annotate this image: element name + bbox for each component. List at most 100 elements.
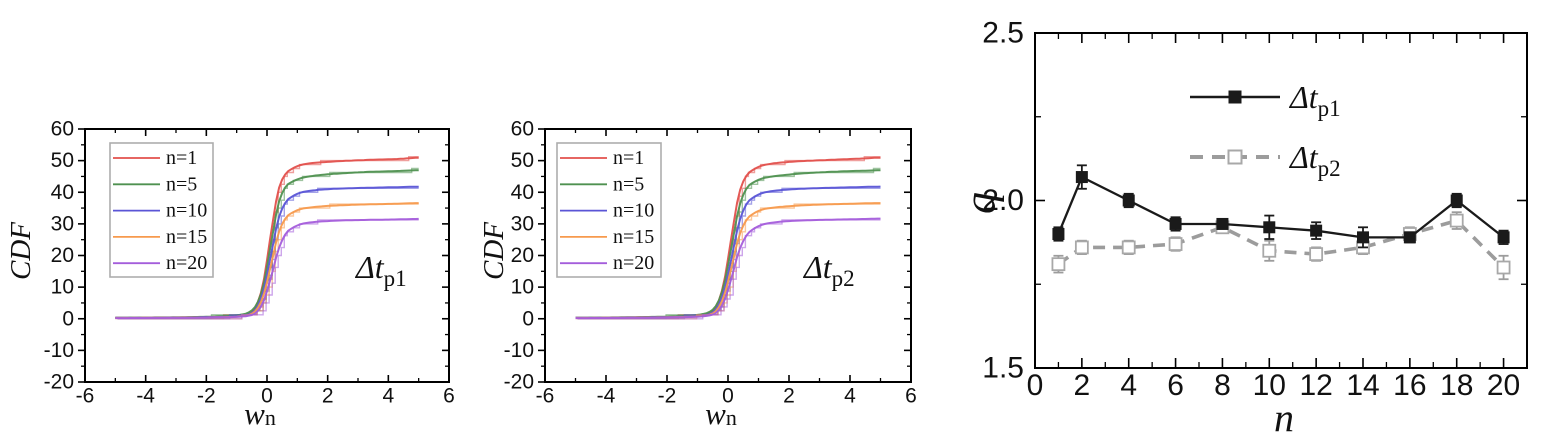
y-tick-label: 0 [522, 307, 534, 330]
x-axis-label: wn [705, 396, 737, 431]
x-tick-label: 0 [722, 384, 734, 407]
x-tick-label: -6 [76, 384, 95, 407]
y-tick-label: -20 [44, 371, 74, 394]
y-tick-label: -20 [504, 371, 534, 394]
axes-frame [544, 128, 912, 383]
y-tick-label: 50 [51, 149, 74, 172]
q-marker-p2 [1449, 213, 1464, 228]
y-tick-label: 10 [51, 276, 74, 299]
legend-marker [1227, 149, 1243, 165]
q-marker-p2 [1074, 240, 1089, 255]
q-marker-p1 [1310, 224, 1323, 237]
x-tick-label: 4 [382, 384, 394, 407]
annotation-dt-p1: Δtp1 [354, 249, 407, 291]
q-series-p2 [1051, 211, 1511, 281]
x-tick-label: 2 [1074, 369, 1091, 402]
q-marker-p1 [1403, 231, 1416, 244]
legend-label: n=1 [613, 147, 644, 169]
x-ticks: -6 -4 -2 0 2 4 6 [536, 129, 917, 407]
y-tick-label: 40 [511, 181, 534, 204]
legend-label: n=20 [166, 252, 207, 274]
legend-label: n=1 [166, 147, 197, 169]
x-tick-label: 0 [1027, 369, 1044, 402]
chart-q-vs-n: 0 2 4 6 8 10 12 14 16 18 20 1.5 2.0 2.5 Δtp1 Δtp2 q n [956, 17, 1528, 440]
x-tick-label: -2 [658, 384, 677, 407]
y-tick-label: 30 [511, 212, 534, 235]
legend-label: n=5 [613, 173, 644, 195]
cdf-series [575, 156, 881, 320]
y-tick-label: 1.5 [982, 352, 1024, 385]
y-tick-label: -10 [44, 339, 74, 362]
x-tick-label: 8 [1214, 369, 1231, 402]
q-series-p1 [1052, 164, 1510, 249]
y-tick-label: 10 [511, 276, 534, 299]
q-marker-p2 [1262, 243, 1277, 258]
q-marker-p1 [1497, 231, 1510, 244]
x-tick-label: 18 [1440, 369, 1473, 402]
legend: n=1 n=5 n=10 n=15 n=20 [556, 142, 662, 278]
y-ticks: -20 -10 0 10 20 30 40 50 60 [504, 118, 911, 394]
legend-label: n=20 [613, 252, 654, 274]
x-tick-label: 12 [1299, 369, 1332, 402]
y-axis-label: CDF [478, 222, 510, 280]
x-tick-label: 4 [1120, 369, 1137, 402]
x-axis-label: wn [244, 396, 276, 431]
q-marker-p1 [1450, 194, 1463, 207]
q-marker-p1 [1357, 231, 1369, 244]
legend-label: Δtp2 [1288, 139, 1341, 181]
q-marker-p2 [1051, 257, 1066, 272]
q-marker-p1 [1122, 194, 1135, 207]
q-marker-p1 [1075, 171, 1088, 184]
x-tick-label: 4 [844, 384, 856, 407]
x-tick-label: -4 [136, 384, 155, 407]
x-tick-label: 14 [1346, 369, 1379, 402]
y-tick-label: 20 [51, 244, 74, 267]
y-ticks: 1.5 2.0 2.5 [982, 17, 1527, 385]
x-tick-label: 2 [322, 384, 334, 407]
legend-label: n=10 [166, 200, 207, 222]
q-marker-p2 [1309, 247, 1324, 262]
y-axis-label: CDF [5, 222, 37, 280]
legend-label: n=10 [613, 200, 654, 222]
x-tick-label: 20 [1487, 369, 1520, 402]
legend-marker [1228, 90, 1242, 104]
y-tick-label: 30 [51, 212, 74, 235]
y-tick-label: 2.5 [982, 17, 1024, 50]
axes-frame [84, 128, 450, 383]
chart-cdf-p1: -6 -4 -2 0 2 4 6-20-100102030405060n=1n=5n=10n… [5, 118, 455, 432]
x-ticks: 0 2 4 6 8 10 12 14 16 18 20 [1027, 33, 1528, 402]
y-ticks: -20 -10 0 10 20 30 40 50 60 [44, 118, 449, 394]
x-tick-label: 6 [443, 384, 455, 407]
q-marker-p1 [1263, 221, 1276, 234]
q-marker-p1 [1052, 228, 1065, 240]
cdf-series [115, 156, 419, 320]
y-tick-label: 50 [511, 149, 534, 172]
x-tick-label: 2 [783, 384, 795, 407]
x-tick-label: -2 [197, 384, 216, 407]
x-axis-label: n [1274, 395, 1294, 440]
q-marker-p1 [1216, 217, 1229, 230]
q-marker-p1 [1169, 217, 1182, 230]
legend-label: n=5 [166, 173, 197, 195]
x-tick-label: 6 [1167, 369, 1184, 402]
x-tick-label: -6 [536, 384, 555, 407]
cdf-fit-n=20 [115, 217, 419, 320]
y-tick-label: 60 [51, 118, 74, 141]
chart-cdf-p2: -6 -4 -2 0 2 4 6-20-100102030405060n=1n=5n=10n… [478, 118, 917, 432]
legend: n=1 n=5 n=10 n=15 n=20 [109, 142, 214, 278]
y-tick-label: -10 [504, 339, 534, 362]
axes-frame [1034, 32, 1528, 369]
x-tick-label: 6 [905, 384, 917, 407]
y-axis-label: q [956, 192, 1005, 214]
y-tick-label: 0 [62, 307, 74, 330]
x-tick-label: 16 [1393, 369, 1426, 402]
q-marker-p2 [1496, 260, 1511, 275]
legend-label: n=15 [613, 226, 654, 248]
y-tick-label: 20 [511, 244, 534, 267]
y-tick-label: 2.0 [982, 184, 1024, 217]
legend-label: n=15 [166, 226, 207, 248]
legend: Δtp1 Δtp2 [1190, 79, 1341, 181]
y-tick-label: 60 [511, 118, 534, 141]
